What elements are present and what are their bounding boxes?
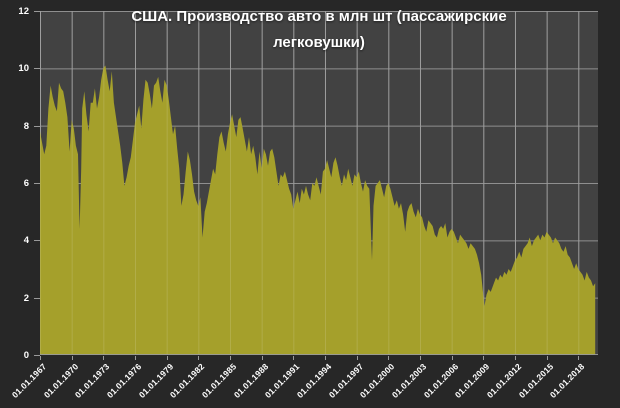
x-axis-tick bbox=[356, 356, 358, 360]
x-axis-tick bbox=[261, 356, 263, 360]
x-axis-tick bbox=[198, 356, 200, 360]
y-axis-label: 12 bbox=[18, 6, 29, 17]
x-axis-tick bbox=[483, 356, 485, 360]
y-axis-label: 2 bbox=[23, 292, 29, 304]
x-axis-tick bbox=[388, 356, 390, 360]
x-axis-tick bbox=[293, 356, 295, 360]
production-area-series bbox=[40, 65, 596, 355]
x-axis-tick bbox=[103, 356, 105, 360]
plot-area bbox=[40, 11, 598, 355]
chart-title: США. Производство авто в млн шт (пассажи… bbox=[131, 8, 507, 51]
y-axis-tick bbox=[34, 11, 40, 12]
x-axis-tick bbox=[71, 356, 73, 360]
x-axis-tick bbox=[229, 356, 231, 360]
x-axis-tick bbox=[546, 356, 548, 360]
y-axis-tick bbox=[34, 68, 40, 70]
x-axis-tick bbox=[514, 356, 516, 360]
y-axis-label: 4 bbox=[23, 235, 29, 247]
y-axis-label: 6 bbox=[23, 178, 29, 189]
y-axis-tick bbox=[34, 355, 40, 356]
y-axis-label: 0 bbox=[23, 350, 29, 361]
x-axis-tick bbox=[324, 356, 326, 360]
y-axis-tick bbox=[34, 240, 40, 242]
y-axis-label: 10 bbox=[18, 63, 29, 75]
y-axis-tick bbox=[34, 125, 40, 127]
area-chart-svg bbox=[40, 11, 598, 355]
y-axis-tick bbox=[34, 183, 40, 184]
x-axis-tick bbox=[40, 356, 41, 360]
x-axis-tick bbox=[166, 356, 168, 360]
x-axis-tick bbox=[419, 356, 421, 360]
x-axis-tick bbox=[451, 356, 453, 360]
y-axis-label: 8 bbox=[23, 120, 29, 132]
x-axis-tick bbox=[134, 356, 136, 360]
x-axis-tick bbox=[578, 356, 580, 360]
y-axis-tick bbox=[34, 297, 40, 299]
